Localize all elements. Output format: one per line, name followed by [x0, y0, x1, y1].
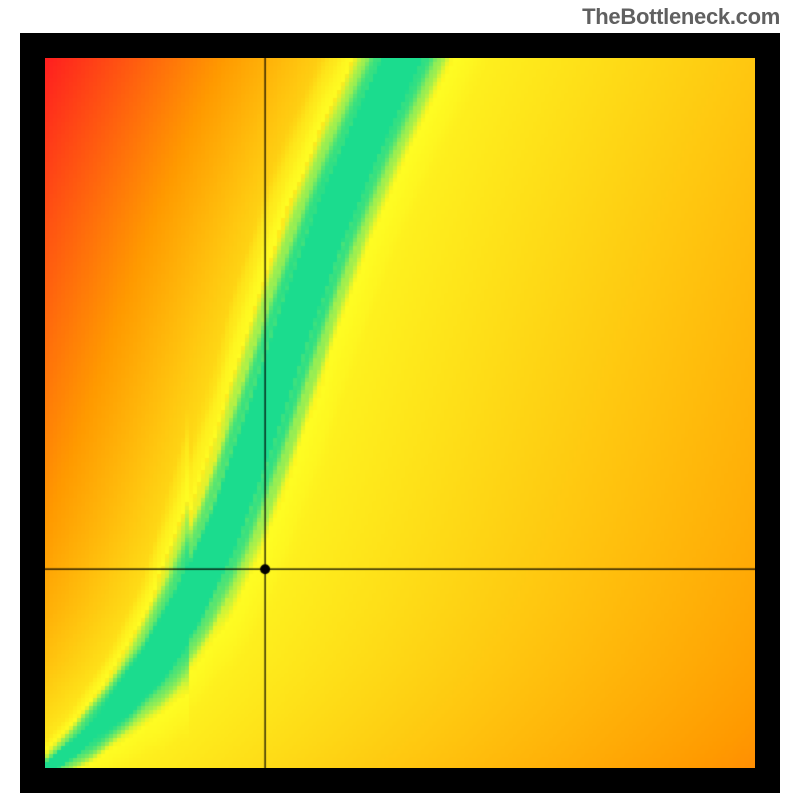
watermark: TheBottleneck.com: [582, 4, 780, 30]
bottleneck-heatmap: [45, 58, 755, 768]
